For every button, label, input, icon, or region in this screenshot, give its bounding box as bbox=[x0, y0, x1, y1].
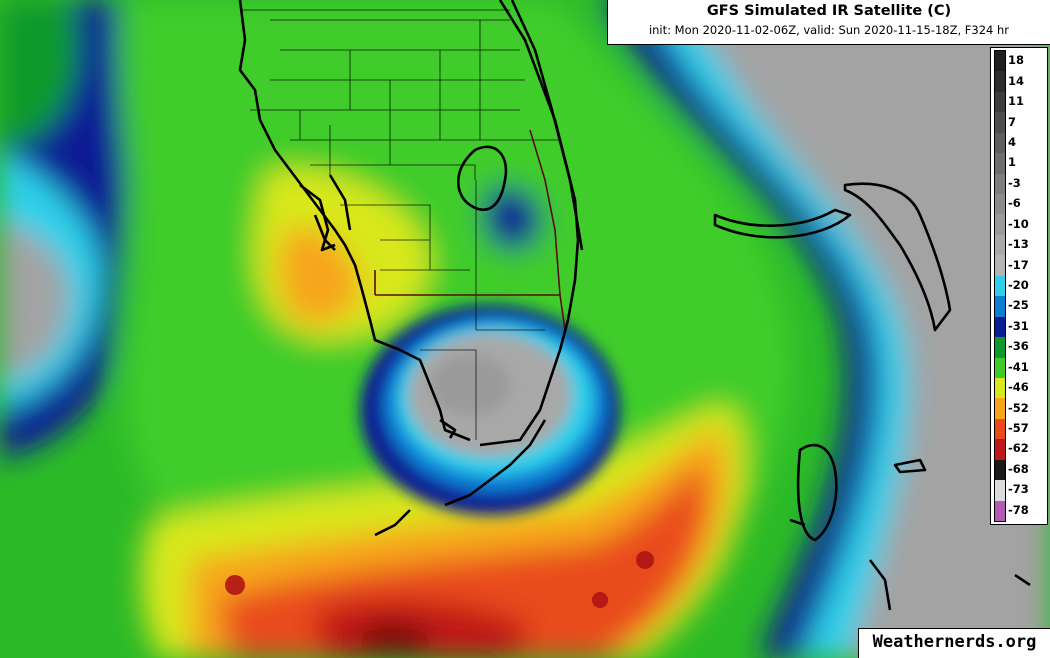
bahamas-grand-bahama bbox=[713, 208, 852, 239]
legend-label: -57 bbox=[1008, 421, 1029, 436]
legend-label: -41 bbox=[1008, 359, 1029, 374]
legend-swatch bbox=[995, 112, 1005, 134]
legend-swatch bbox=[995, 459, 1005, 481]
orange-blob bbox=[279, 228, 360, 324]
color-legend: 18 14 11 7 4 1 -3 -6 -10 -13 -17 -20 -25 -31 -36 -41 -46… bbox=[990, 47, 1048, 525]
legend-swatch bbox=[995, 91, 1005, 113]
legend-swatch bbox=[995, 480, 1005, 502]
legend-swatch bbox=[995, 439, 1005, 461]
legend-swatch bbox=[995, 275, 1005, 297]
legend-label: 14 bbox=[1008, 73, 1025, 88]
title-box: GFS Simulated IR Satellite (C) init: Mon… bbox=[607, 0, 1050, 45]
legend-label: -36 bbox=[1008, 339, 1029, 354]
vortex-core bbox=[430, 355, 510, 415]
map-title: GFS Simulated IR Satellite (C) bbox=[706, 3, 952, 19]
legend-label: -17 bbox=[1008, 257, 1029, 272]
legend-swatch bbox=[995, 296, 1005, 318]
east-gray-region bbox=[680, 0, 1050, 658]
legend-label: -52 bbox=[1008, 400, 1029, 415]
lake-blue-blob bbox=[484, 187, 541, 250]
florida-west-coast bbox=[238, 0, 471, 442]
region-lines bbox=[374, 129, 566, 331]
west-gray-patch bbox=[0, 220, 71, 380]
legend-swatch bbox=[995, 51, 1005, 72]
legend-swatch bbox=[995, 71, 1005, 93]
legend-label: 11 bbox=[1008, 94, 1025, 109]
legend-swatch bbox=[995, 132, 1005, 154]
legend-swatch bbox=[995, 337, 1005, 358]
florida-east-coast bbox=[479, 0, 580, 447]
legend-swatch bbox=[995, 377, 1005, 399]
legend-label: -46 bbox=[1008, 380, 1029, 395]
legend-swatch bbox=[995, 500, 1005, 522]
legend-label: -3 bbox=[1008, 175, 1021, 190]
legend-label: -20 bbox=[1008, 278, 1029, 292]
legend-label: -73 bbox=[1008, 482, 1029, 497]
legend-label: -10 bbox=[1008, 216, 1029, 231]
bahamas-andros bbox=[796, 444, 838, 542]
legend-swatch bbox=[995, 153, 1005, 175]
legend-label: -6 bbox=[1008, 196, 1021, 211]
legend-label: 4 bbox=[1008, 134, 1017, 149]
bahamas-abaco bbox=[843, 182, 952, 332]
legend-color-ramp bbox=[994, 50, 1006, 522]
legend-swatch bbox=[995, 214, 1005, 236]
legend-swatch bbox=[995, 255, 1005, 277]
legend-label: -25 bbox=[1008, 298, 1029, 313]
watermark: Weathernerds.org bbox=[858, 628, 1050, 658]
legend-swatch bbox=[995, 194, 1005, 215]
legend-label: 18 bbox=[1008, 53, 1025, 68]
legend-swatch bbox=[995, 316, 1005, 338]
legend-label: 7 bbox=[1008, 114, 1017, 129]
legend-label: -78 bbox=[1008, 502, 1029, 517]
county-lines bbox=[240, 9, 560, 440]
legend-label: 1 bbox=[1008, 155, 1017, 170]
south-darkred bbox=[360, 621, 430, 658]
coastlines bbox=[238, 0, 1031, 611]
watermark-text: Weathernerds.org bbox=[872, 632, 1037, 652]
west-green-strip bbox=[0, 0, 78, 150]
lake-okeechobee bbox=[457, 145, 508, 211]
legend-label: -68 bbox=[1008, 461, 1029, 476]
cold-cloud-tops bbox=[225, 551, 654, 608]
legend-swatch bbox=[995, 398, 1005, 420]
legend-label: -13 bbox=[1008, 237, 1029, 252]
florida-keys bbox=[444, 419, 547, 507]
legend-label: -62 bbox=[1008, 441, 1029, 456]
map-subtitle: init: Mon 2020-11-02-06Z, valid: Sun 202… bbox=[648, 23, 1010, 37]
legend-swatch bbox=[995, 418, 1005, 440]
legend-swatch bbox=[995, 173, 1005, 195]
legend-label: -31 bbox=[1008, 318, 1029, 333]
legend-swatch bbox=[995, 234, 1005, 256]
legend-swatch bbox=[995, 357, 1005, 379]
bahamas-exuma bbox=[893, 458, 927, 474]
